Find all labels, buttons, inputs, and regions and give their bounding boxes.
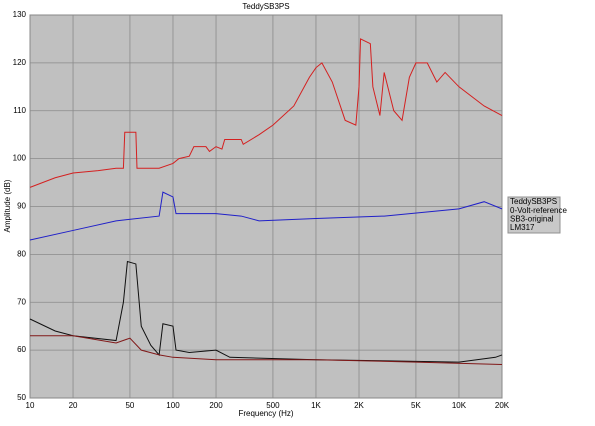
chart-title: TeddySB3PS	[242, 2, 289, 11]
x-tick-label: 20	[69, 401, 78, 410]
x-tick-label: 10	[26, 401, 35, 410]
x-tick-label: 50	[125, 401, 134, 410]
series-line	[29, 191, 503, 241]
legend-box	[507, 196, 561, 234]
x-tick-label: 200	[209, 401, 223, 410]
x-tick-label: 10K	[452, 401, 467, 410]
legend-label: SB3-original	[510, 215, 554, 224]
y-tick-label: 60	[17, 345, 26, 354]
series-line	[29, 38, 503, 188]
x-tick-label: 500	[266, 401, 280, 410]
y-tick-label: 70	[17, 297, 26, 306]
y-tick-label: 120	[13, 58, 27, 67]
x-tick-label: 2K	[354, 401, 364, 410]
x-tick-label: 5K	[411, 401, 421, 410]
x-tick-label: 1K	[311, 401, 321, 410]
x-tick-label: 20K	[495, 401, 510, 410]
y-tick-label: 110	[13, 106, 26, 115]
y-tick-label: 50	[17, 393, 26, 402]
y-tick-label: 80	[17, 249, 26, 258]
legend-label: LM317	[510, 223, 535, 232]
y-tick-label: 130	[13, 10, 27, 19]
y-axis-label: Amplitude (dB)	[3, 179, 12, 232]
y-tick-label: 90	[17, 202, 26, 211]
legend-label: TeddySB3PS	[510, 197, 557, 206]
x-tick-label: 100	[166, 401, 180, 410]
legend-label: 0-Volt-reference	[510, 206, 567, 215]
x-axis-label: Frequency (Hz)	[238, 409, 293, 418]
series-line	[30, 335, 503, 365]
y-tick-label: 100	[13, 154, 27, 163]
